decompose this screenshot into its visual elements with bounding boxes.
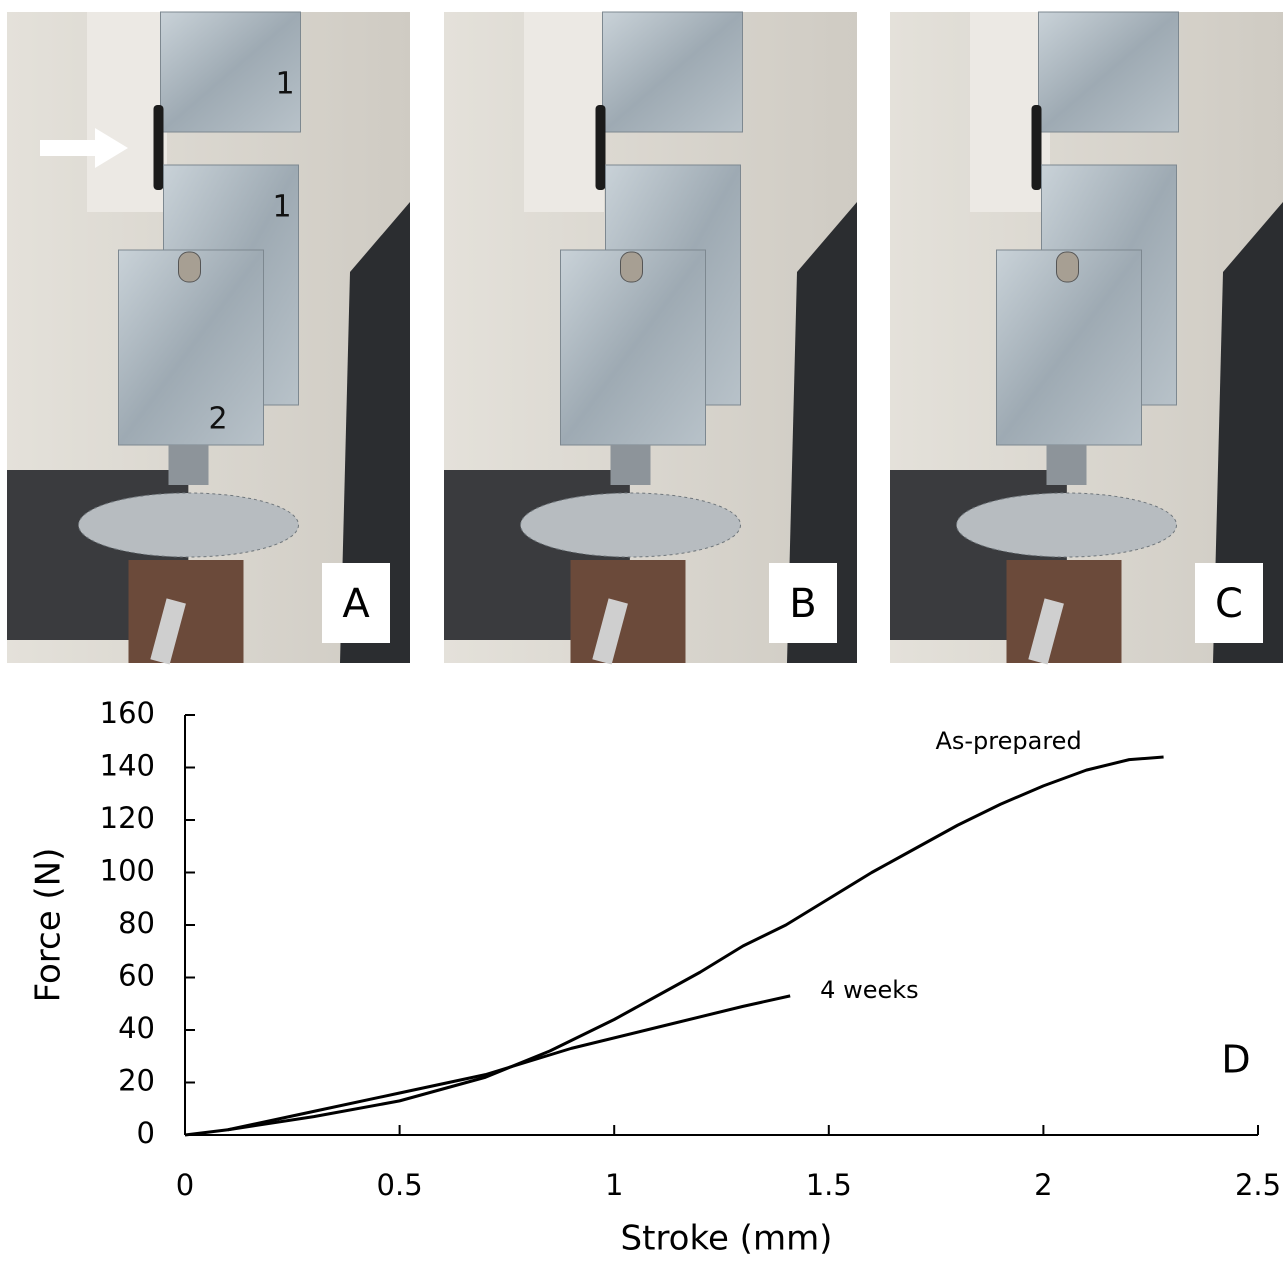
rusty-base: [129, 560, 244, 663]
x-tick-label: 1: [605, 1168, 623, 1202]
pin: [1057, 252, 1079, 282]
photos: 1 1 2 A B C: [7, 12, 1283, 664]
x-axis-title: Stroke (mm): [621, 1219, 833, 1259]
data-line: [185, 757, 1164, 1135]
pin: [621, 252, 643, 282]
nut: [611, 445, 651, 485]
upper-clamp: [603, 12, 743, 132]
rusty-base: [1007, 560, 1122, 663]
y-tick-label: 20: [118, 1064, 155, 1098]
photo-annotation: 2: [208, 402, 227, 437]
knurled-wheel: [79, 493, 299, 557]
y-tick-label: 40: [118, 1011, 155, 1045]
pin: [179, 252, 201, 282]
x-tick-label: 2: [1034, 1168, 1052, 1202]
series-label: 4 weeks: [820, 976, 918, 1004]
upper-clamp: [1039, 12, 1179, 132]
x-tick-label: 0.5: [377, 1168, 423, 1202]
photo-panel: C: [890, 12, 1283, 664]
y-tick-label: 60: [118, 959, 155, 993]
x-tick-label: 1.5: [806, 1168, 852, 1202]
specimen: [154, 105, 164, 190]
photo-panel: 1 1 2 A: [7, 12, 410, 664]
y-tick-label: 140: [100, 749, 155, 783]
photo-annotation: 1: [275, 67, 294, 102]
specimen: [596, 105, 606, 190]
y-tick-label: 80: [118, 906, 155, 940]
chart: 0 20 40 60 80 100 120 140 160 0 0.5 1 1.5 2 2.5 Stroke …: [29, 696, 1282, 1259]
panel-label: D: [1221, 1038, 1250, 1082]
nut: [1047, 445, 1087, 485]
panel-label: A: [342, 581, 370, 627]
poster: [524, 12, 604, 212]
y-tick-label: 100: [100, 854, 155, 888]
panel-label: B: [789, 581, 816, 627]
photo-annotation: 1: [272, 190, 291, 225]
rusty-base: [571, 560, 686, 663]
x-tick-label: 0: [176, 1168, 194, 1202]
y-axis-title: Force (N): [29, 848, 69, 1003]
specimen: [1032, 105, 1042, 190]
y-tick-label: 0: [137, 1116, 155, 1150]
photo-panel: B: [444, 12, 857, 664]
y-tick-label: 120: [100, 801, 155, 835]
knurled-wheel: [521, 493, 741, 557]
y-tick-label: 160: [100, 696, 155, 730]
knurled-wheel: [957, 493, 1177, 557]
x-tick-label: 2.5: [1235, 1168, 1281, 1202]
data-line: [228, 996, 790, 1130]
panel-label: C: [1215, 581, 1243, 627]
series-label: As-prepared: [935, 727, 1081, 755]
figure: 1 1 2 A B C 0 20 40 60 80 100 120 140 160 0 0.5 1 1.5 2 2.5…: [0, 0, 1283, 1262]
nut: [169, 445, 209, 485]
